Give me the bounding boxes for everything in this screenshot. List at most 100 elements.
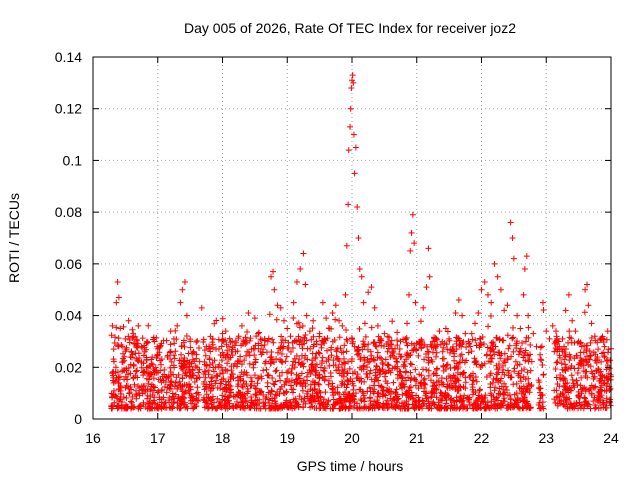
data-point — [412, 376, 419, 383]
data-point — [310, 317, 317, 324]
data-point — [113, 324, 120, 331]
data-point — [255, 405, 262, 412]
data-point — [349, 77, 355, 84]
data-point — [512, 358, 519, 365]
data-point — [210, 384, 217, 391]
x-tick-label: 22 — [474, 430, 490, 446]
data-point — [595, 346, 602, 353]
data-point — [304, 377, 311, 384]
data-point — [158, 396, 165, 403]
data-point — [354, 405, 361, 412]
data-point — [381, 373, 388, 380]
data-point — [527, 404, 534, 411]
data-point — [284, 369, 291, 376]
data-point — [474, 405, 481, 412]
grid — [93, 57, 611, 419]
data-point — [478, 286, 485, 293]
data-point — [265, 372, 272, 379]
data-point — [521, 402, 528, 409]
data-point — [157, 367, 164, 374]
data-point — [527, 351, 534, 358]
data-point — [573, 400, 580, 407]
data-point — [111, 339, 118, 346]
data-point — [248, 393, 255, 400]
data-point — [415, 397, 422, 404]
data-point — [284, 404, 291, 411]
data-point — [329, 405, 336, 412]
data-point — [140, 368, 147, 375]
data-point — [380, 368, 387, 375]
data-point — [515, 351, 522, 358]
data-point — [135, 358, 142, 365]
data-point — [462, 330, 469, 337]
data-point — [425, 367, 432, 374]
data-point — [158, 405, 165, 412]
data-point — [371, 357, 378, 364]
data-point — [299, 323, 306, 330]
data-point — [226, 335, 233, 342]
data-point — [466, 401, 473, 408]
data-point — [459, 312, 466, 319]
data-point — [403, 398, 410, 405]
data-point — [487, 345, 494, 352]
data-point — [453, 363, 460, 370]
data-point — [247, 404, 254, 411]
data-point — [410, 347, 417, 354]
data-point — [244, 348, 251, 355]
data-point — [477, 386, 484, 393]
data-point — [237, 375, 244, 382]
data-point — [309, 325, 316, 332]
data-point — [187, 344, 194, 351]
data-point — [266, 400, 273, 407]
data-point — [360, 299, 367, 306]
data-point — [368, 284, 375, 291]
data-point — [228, 363, 235, 370]
data-point — [116, 385, 123, 392]
data-point — [134, 357, 141, 364]
data-point — [360, 340, 367, 347]
x-tick-label: 24 — [603, 430, 619, 446]
data-point — [224, 351, 231, 358]
data-point — [241, 381, 248, 388]
data-point — [513, 380, 520, 387]
data-point — [412, 366, 419, 373]
data-point — [553, 374, 560, 381]
data-point — [158, 386, 165, 393]
data-point — [303, 337, 310, 344]
data-point — [494, 273, 501, 280]
data-point — [293, 278, 300, 285]
data-point — [175, 382, 182, 389]
data-point — [495, 379, 502, 386]
data-point — [123, 344, 130, 351]
data-point — [254, 380, 261, 387]
data-point — [470, 389, 477, 396]
data-point — [432, 353, 439, 360]
data-point — [301, 334, 308, 341]
data-point — [509, 335, 516, 342]
data-point — [180, 364, 187, 371]
data-point — [413, 346, 420, 353]
data-point — [562, 366, 569, 373]
data-point — [583, 358, 590, 365]
data-point — [269, 356, 276, 363]
data-point — [178, 351, 185, 358]
data-point — [471, 355, 478, 362]
data-point — [222, 366, 229, 373]
x-tick-label: 18 — [215, 430, 231, 446]
data-point — [189, 395, 196, 402]
data-point — [563, 396, 570, 403]
data-point — [507, 403, 514, 410]
data-point — [341, 342, 348, 349]
data-point — [110, 346, 117, 353]
data-point — [312, 368, 319, 375]
data-point — [511, 403, 518, 410]
data-point — [477, 404, 484, 411]
data-point — [349, 72, 356, 79]
data-point — [119, 343, 126, 350]
data-point — [140, 401, 147, 408]
data-point — [141, 382, 148, 389]
data-point — [559, 390, 566, 397]
data-point — [583, 398, 590, 405]
data-point — [558, 360, 565, 367]
data-point — [169, 390, 176, 397]
